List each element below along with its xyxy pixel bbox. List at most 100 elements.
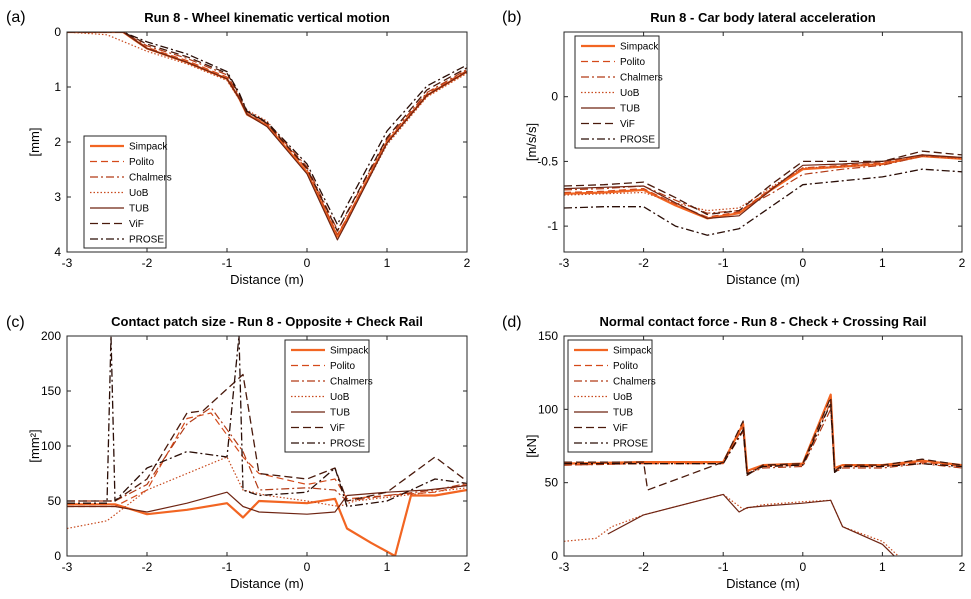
x-tick-label: 1 xyxy=(384,560,391,574)
y-tick-label: 100 xyxy=(41,439,61,453)
x-tick-label: 2 xyxy=(464,256,471,270)
series-line-chalmers xyxy=(67,32,467,231)
panel-c: (c) Contact patch size - Run 8 - Opposite… xyxy=(6,314,471,591)
series-line-prose xyxy=(67,32,467,226)
legend-label: Simpack xyxy=(620,42,659,53)
legend: Simpack Polito Chalmers UoB TUB ViF PROSE xyxy=(284,339,373,453)
y-axis-label: [mm] xyxy=(27,128,42,157)
legend-label: UoB xyxy=(129,188,149,199)
series-line-vif xyxy=(67,373,467,502)
series-line-prose xyxy=(67,336,467,508)
plot-frame xyxy=(563,31,963,253)
panel-label: (a) xyxy=(6,9,26,26)
series-line-uob xyxy=(564,155,962,212)
y-tick-label: 4 xyxy=(54,245,61,259)
series-group xyxy=(564,393,962,556)
series-line-polito xyxy=(67,412,467,508)
x-tick-label: -3 xyxy=(559,560,570,574)
series-line-uob xyxy=(67,456,467,530)
series-line-simpack xyxy=(67,488,467,556)
x-tick-label: -2 xyxy=(142,256,153,270)
chart-title: Run 8 - Car body lateral acceleration xyxy=(650,10,875,25)
panel-label: (b) xyxy=(502,9,522,26)
y-tick-label: 0 xyxy=(551,549,558,563)
panel-d: (d) Normal contact force - Run 8 - Check … xyxy=(502,314,966,591)
x-tick-label: -1 xyxy=(718,256,729,270)
x-tick-label: -3 xyxy=(62,256,73,270)
x-tick-label: -1 xyxy=(222,256,233,270)
legend-box xyxy=(284,339,370,453)
series-line-prose xyxy=(564,168,962,236)
legend-box xyxy=(574,35,660,149)
legend-label: Polito xyxy=(330,361,355,372)
series-line-tub xyxy=(67,32,467,241)
legend-label: PROSE xyxy=(620,135,655,146)
legend: Simpack Polito Chalmers UoB TUB ViF PROSE xyxy=(567,339,656,453)
legend-label: Chalmers xyxy=(129,173,172,184)
legend: Simpack Polito Chalmers UoB TUB ViF PROSE xyxy=(574,35,663,149)
x-tick-label: -1 xyxy=(718,560,729,574)
series-line-vif xyxy=(67,32,467,232)
plot-frame xyxy=(563,335,963,557)
x-tick-label: 2 xyxy=(959,256,966,270)
legend-box xyxy=(83,135,167,249)
chart-title: Run 8 - Wheel kinematic vertical motion xyxy=(144,10,390,25)
legend-label: TUB xyxy=(330,408,350,419)
series-group xyxy=(67,336,467,556)
legend-label: UoB xyxy=(330,392,350,403)
series-line-vif xyxy=(564,150,962,216)
series-line-tub xyxy=(67,485,467,515)
y-tick-label: 0 xyxy=(54,25,61,39)
series-line-polito xyxy=(564,154,962,218)
legend-label: PROSE xyxy=(129,235,164,246)
legend-label: Polito xyxy=(613,361,638,372)
series-line-chalmers xyxy=(564,155,962,214)
legend-label: TUB xyxy=(129,204,149,215)
series-line-tub xyxy=(607,493,895,556)
x-axis-label: Distance (m) xyxy=(230,272,304,287)
x-tick-label: 0 xyxy=(304,256,311,270)
y-tick-label: 2 xyxy=(54,135,61,149)
x-axis-label: Distance (m) xyxy=(230,576,304,591)
legend-label: PROSE xyxy=(613,439,648,450)
x-tick-label: 1 xyxy=(384,256,391,270)
x-axis-label: Distance (m) xyxy=(726,272,800,287)
y-tick-label: 1 xyxy=(54,80,61,94)
legend-label: ViF xyxy=(330,423,345,434)
y-tick-label: -1 xyxy=(547,219,558,233)
y-tick-label: 150 xyxy=(538,329,558,343)
y-tick-label: 150 xyxy=(41,384,61,398)
series-line-polito xyxy=(67,32,467,235)
legend: Simpack Polito Chalmers UoB TUB ViF PROSE xyxy=(83,135,172,249)
y-tick-label: 0 xyxy=(551,90,558,104)
x-tick-label: 0 xyxy=(304,560,311,574)
series-line-tub xyxy=(564,154,962,219)
x-tick-label: -2 xyxy=(638,256,649,270)
y-tick-label: 50 xyxy=(545,476,559,490)
y-axis-label: [kN] xyxy=(524,434,539,457)
y-tick-label: 200 xyxy=(41,329,61,343)
x-tick-label: 2 xyxy=(464,560,471,574)
y-tick-label: 50 xyxy=(48,494,62,508)
legend-label: PROSE xyxy=(330,439,365,450)
chart-title: Normal contact force - Run 8 - Check + C… xyxy=(600,314,927,329)
y-tick-label: 100 xyxy=(538,402,558,416)
x-tick-label: 1 xyxy=(879,256,886,270)
series-line-vif xyxy=(564,396,962,491)
x-tick-label: -3 xyxy=(62,560,73,574)
legend-label: Polito xyxy=(620,57,645,68)
x-axis-label: Distance (m) xyxy=(726,576,800,591)
legend-box xyxy=(567,339,653,453)
panel-b: (b) Run 8 - Car body lateral acceleration… xyxy=(502,9,966,287)
legend-label: Simpack xyxy=(129,142,168,153)
x-tick-label: 0 xyxy=(799,560,806,574)
legend-label: Simpack xyxy=(330,346,369,357)
y-tick-label: -0.5 xyxy=(537,154,558,168)
x-tick-label: -3 xyxy=(559,256,570,270)
y-axis-label: [mm²] xyxy=(27,429,42,462)
panel-label: (d) xyxy=(502,314,522,331)
legend-label: ViF xyxy=(129,219,144,230)
y-tick-label: 0 xyxy=(54,549,61,563)
legend-label: TUB xyxy=(620,104,640,115)
series-group xyxy=(67,32,467,241)
